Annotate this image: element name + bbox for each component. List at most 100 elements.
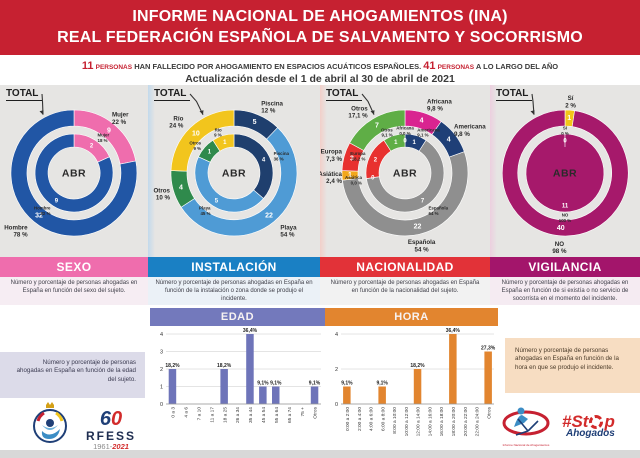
svg-text:Sí0 %: Sí 0 %: [561, 126, 569, 136]
svg-text:4 a 6: 4 a 6: [184, 407, 190, 418]
svg-text:11: 11: [562, 204, 569, 210]
hour-note-box: Número y porcentaje de personas ahogadas…: [505, 338, 640, 393]
hora-chart-banner: HORA: [325, 308, 498, 326]
svg-text:27,3%: 27,3%: [481, 346, 496, 352]
svg-text:32: 32: [35, 212, 43, 219]
svg-text:2: 2: [160, 367, 163, 373]
svg-text:10:00 a 12:00: 10:00 a 12:00: [404, 407, 410, 437]
sexo-banner: SEXO: [0, 257, 148, 277]
hora-chart-plot: 0 2 4 9,1% 0:00 a 2:00 2:00 a 4:00 4:00 a 6:00…: [325, 326, 498, 445]
stop-wordmark: #St p: [562, 412, 615, 431]
svg-text:18,2%: 18,2%: [410, 363, 425, 369]
svg-text:6:00 a 8:00: 6:00 a 8:00: [380, 407, 386, 431]
svg-text:0: 0: [335, 402, 338, 408]
ahogados-wordmark: Ahogados: [565, 428, 615, 439]
right-logos-block: Informe Nacional de Ahogamientos #St p Ah…: [500, 405, 615, 447]
svg-text:65 a 74: 65 a 74: [287, 407, 293, 423]
svg-text:14:00 a 16:00: 14:00 a 16:00: [428, 407, 434, 437]
svg-text:1: 1: [208, 150, 212, 156]
svg-text:2: 2: [374, 158, 378, 164]
svg-text:5: 5: [215, 198, 219, 204]
svg-text:5: 5: [253, 119, 257, 126]
svg-text:9,1%: 9,1%: [341, 381, 353, 387]
svg-text:2: 2: [90, 144, 94, 150]
svg-text:9,1%: 9,1%: [376, 381, 388, 387]
svg-text:4:00 a 6:00: 4:00 a 6:00: [369, 407, 375, 431]
rfess-crest-logo: Real Federación Española de Salvamento y…: [28, 401, 72, 458]
edad-chart-plot: 0 1 2 3 4 18,2% 0 a 3 4 a 6 7 a 10 11 a 17 18,2% 18…: [150, 326, 325, 445]
sexo-donut-chart: TOTAL 9 Mujer 22 % 32 Hombre 78 % 2 Mujer 18 % 9 H…: [0, 85, 148, 257]
svg-text:7 a 10: 7 a 10: [197, 407, 203, 421]
footer-bar: [0, 450, 640, 458]
svg-text:1: 1: [394, 140, 398, 146]
total-label: TOTAL: [6, 88, 43, 101]
svg-text:0: 0: [160, 402, 163, 408]
svg-text:7: 7: [421, 198, 425, 204]
sexo-description: Número y porcentaje de personas ahogadas…: [0, 277, 148, 305]
stat-line: 11 PERSONAS HAN FALLECIDO POR AHOGAMIENT…: [81, 60, 559, 72]
svg-text:4: 4: [420, 118, 424, 125]
svg-text:4: 4: [447, 137, 451, 144]
svg-text:Otros: Otros: [313, 406, 319, 418]
vigilancia-donut-chart: TOTAL 1 Sí 2 % 40 NO 98 % 0 Sí 0 % 11 NO 100 % ABR: [490, 85, 640, 257]
svg-text:9,1%: 9,1%: [270, 381, 282, 387]
panel-instalacion: TOTAL 5 Piscina 12 % 22 Playa 54 % 4 Otros 10 % 1…: [148, 85, 320, 305]
sixty-mark: 60: [99, 407, 123, 430]
svg-text:1: 1: [223, 140, 227, 146]
svg-text:22: 22: [265, 212, 273, 219]
deaths-year-count: 41: [423, 60, 436, 72]
rfess-years: 1961-2021: [93, 441, 129, 451]
svg-text:0: 0: [563, 139, 567, 145]
total-label: TOTAL: [496, 88, 533, 101]
svg-text:ABR: ABR: [553, 168, 577, 180]
svg-text:Sí2 %: Sí 2 %: [565, 95, 576, 109]
svg-text:ABR: ABR: [222, 168, 246, 180]
left-logos-block: Real Federación Española de Salvamento y…: [28, 401, 136, 458]
svg-text:9,1%: 9,1%: [309, 381, 321, 387]
title-line-2: REAL FEDERACIÓN ESPAÑOLA DE SALVAMENTO Y…: [57, 28, 583, 46]
vigilancia-banner: VIGILANCIA: [490, 257, 640, 277]
svg-text:12:00 a 14:00: 12:00 a 14:00: [416, 407, 422, 437]
panel-vigilancia: TOTAL 1 Sí 2 % 40 NO 98 % 0 Sí 0 % 11 NO 100 % ABR V…: [490, 85, 640, 305]
svg-text:4: 4: [335, 332, 338, 338]
svg-text:36,4%: 36,4%: [446, 328, 461, 334]
svg-text:4: 4: [160, 332, 163, 338]
total-label: TOTAL: [326, 88, 363, 101]
svg-text:4: 4: [179, 185, 183, 192]
svg-text:1: 1: [348, 172, 352, 179]
instalacion-donut-chart: TOTAL 5 Piscina 12 % 22 Playa 54 % 4 Otros 10 % 1…: [148, 85, 320, 257]
svg-text:1: 1: [160, 385, 163, 391]
svg-text:3: 3: [160, 350, 163, 356]
svg-text:45 a 54: 45 a 54: [261, 407, 267, 423]
ina-logo: Informe Nacional de Ahogamientos: [500, 405, 552, 447]
svg-text:18:00 a 20:00: 18:00 a 20:00: [451, 407, 457, 437]
svg-text:9,1%: 9,1%: [257, 381, 269, 387]
svg-text:18 a 25: 18 a 25: [222, 407, 228, 423]
svg-text:7: 7: [375, 123, 379, 130]
svg-text:4: 4: [262, 158, 266, 164]
instalacion-description: Número y porcentaje de personas ahogadas…: [148, 277, 320, 305]
edad-bar-chart: EDAD 0 1 2 3 4 18,2% 0 a 3 4 a 6 7 a 10 11 a 17 18…: [150, 308, 325, 445]
ina-caption: Informe Nacional de Ahogamientos: [502, 443, 550, 447]
svg-text:2:00 a 4:00: 2:00 a 4:00: [357, 407, 363, 431]
svg-text:10: 10: [192, 130, 200, 137]
